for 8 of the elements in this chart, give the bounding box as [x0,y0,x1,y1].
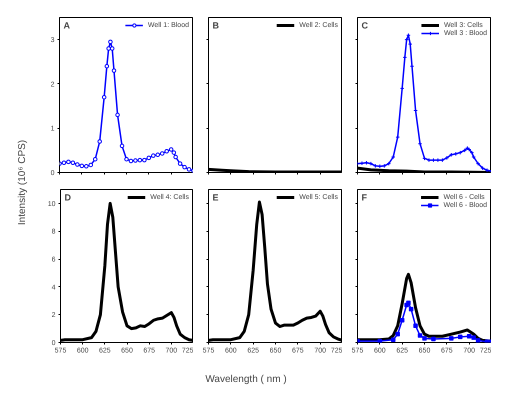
annotation: F [362,192,368,202]
annotation: A [64,20,70,30]
annotation: E [212,192,219,202]
annotation: C [362,20,368,30]
x-axis-title: Wavelength ( nm ) [205,374,287,385]
annotation: B [212,20,220,30]
y-axis-title: Intensity (10⁶ CPS) [17,140,28,226]
annotation: D [64,192,72,202]
